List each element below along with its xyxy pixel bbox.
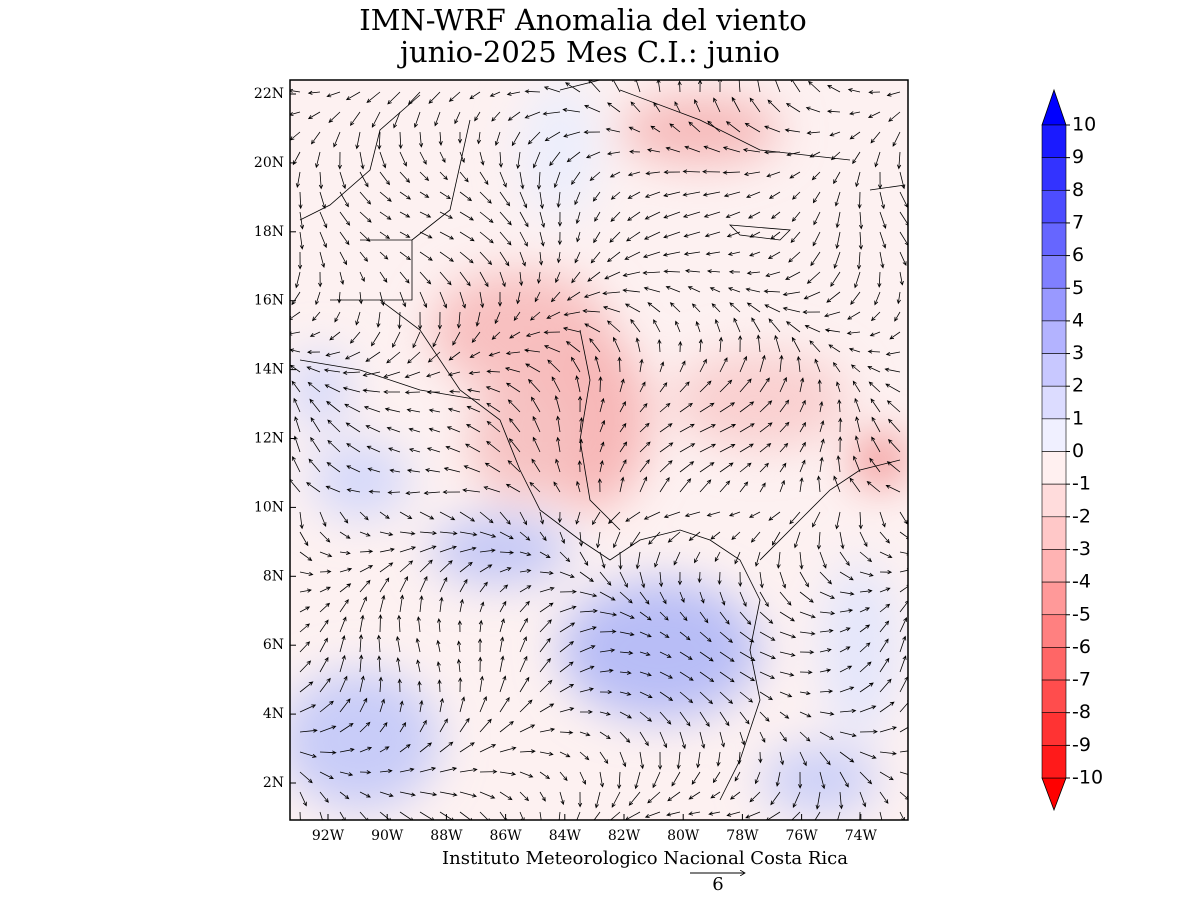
colorbar-segment <box>1041 679 1067 713</box>
colorbar-label: 5 <box>1072 277 1084 299</box>
reference-vector-label: 6 <box>712 874 723 895</box>
colorbar-label: -3 <box>1072 538 1091 560</box>
colorbar-label: -6 <box>1072 636 1091 658</box>
colorbar-label: 2 <box>1072 375 1084 397</box>
lat-tick-label: 14N <box>254 362 284 378</box>
lon-tick-label: 86W <box>489 828 522 844</box>
colorbar-label: 3 <box>1072 342 1084 364</box>
title: IMN-WRF Anomalia del viento <box>359 3 806 37</box>
colorbar-segment <box>1041 516 1067 550</box>
colorbar-label: -8 <box>1072 701 1091 723</box>
colorbar-segment <box>1041 549 1067 583</box>
colorbar-segment <box>1041 451 1067 485</box>
colorbar-segment <box>1041 157 1067 191</box>
colorbar-segment <box>1041 614 1067 648</box>
lon-tick-label: 92W <box>312 828 345 844</box>
lat-tick-label: 2N <box>263 775 284 791</box>
colorbar-label: 7 <box>1072 211 1084 233</box>
colorbar-segment <box>1041 581 1067 616</box>
anomaly-field <box>290 80 908 820</box>
lat-tick-label: 6N <box>263 637 284 653</box>
colorbar-segment <box>1041 190 1067 224</box>
colorbar-label: 6 <box>1072 244 1084 266</box>
lat-tick-label: 12N <box>254 431 284 447</box>
colorbar-segment <box>1041 647 1067 681</box>
lat-tick-label: 4N <box>263 706 284 722</box>
lon-tick-label: 84W <box>549 828 582 844</box>
lon-tick-label: 76W <box>785 828 818 844</box>
lat-tick-label: 18N <box>254 224 284 240</box>
plot-frame <box>289 79 909 821</box>
colorbar-label: 1 <box>1072 407 1084 429</box>
colorbar-label: 9 <box>1072 146 1084 168</box>
colorbar-segment <box>1041 353 1067 387</box>
colorbar-label: 4 <box>1072 309 1084 331</box>
footer: Instituto Meteorologico Nacional Costa R… <box>442 848 848 869</box>
colorbar-under <box>1041 777 1067 812</box>
colorbar-label: -2 <box>1072 505 1091 527</box>
colorbar-segment <box>1041 222 1067 256</box>
lat-tick-label: 8N <box>263 568 284 584</box>
wind-vectors <box>290 80 908 820</box>
subtitle: junio-2025 Mes C.I.: junio <box>397 35 780 69</box>
lon-tick-label: 78W <box>726 828 759 844</box>
lat-tick-label: 16N <box>254 293 284 309</box>
colorbar-label: -5 <box>1072 603 1091 625</box>
colorbar-label: 0 <box>1072 440 1084 462</box>
lon-tick-label: 88W <box>430 828 463 844</box>
colorbar-label: -7 <box>1072 669 1091 691</box>
lat-tick-label: 22N <box>254 86 284 102</box>
lon-tick-label: 74W <box>845 828 878 844</box>
colorbar-segment <box>1041 255 1067 289</box>
colorbar-label: 8 <box>1072 179 1084 201</box>
colorbar-label: -1 <box>1072 473 1091 495</box>
colorbar-segment <box>1041 320 1067 354</box>
lon-tick-label: 82W <box>608 828 641 844</box>
colorbar-segment <box>1041 745 1067 779</box>
colorbar-over <box>1041 88 1067 126</box>
coastline <box>299 80 906 801</box>
colorbar-segment <box>1041 483 1067 518</box>
lon-tick-label: 90W <box>371 828 404 844</box>
lat-tick-label: 10N <box>254 499 284 515</box>
lat-tick-label: 20N <box>254 155 284 171</box>
colorbar-segment <box>1041 418 1067 452</box>
colorbar-segment <box>1041 385 1067 420</box>
lon-tick-label: 80W <box>667 828 700 844</box>
colorbar-label: -9 <box>1072 734 1091 756</box>
colorbar-label: -4 <box>1072 571 1091 593</box>
colorbar-segment <box>1041 712 1067 746</box>
colorbar-segment <box>1041 124 1067 158</box>
colorbar-label: 10 <box>1072 114 1096 136</box>
colorbar-label: -10 <box>1072 767 1103 789</box>
colorbar-segment <box>1041 287 1067 322</box>
